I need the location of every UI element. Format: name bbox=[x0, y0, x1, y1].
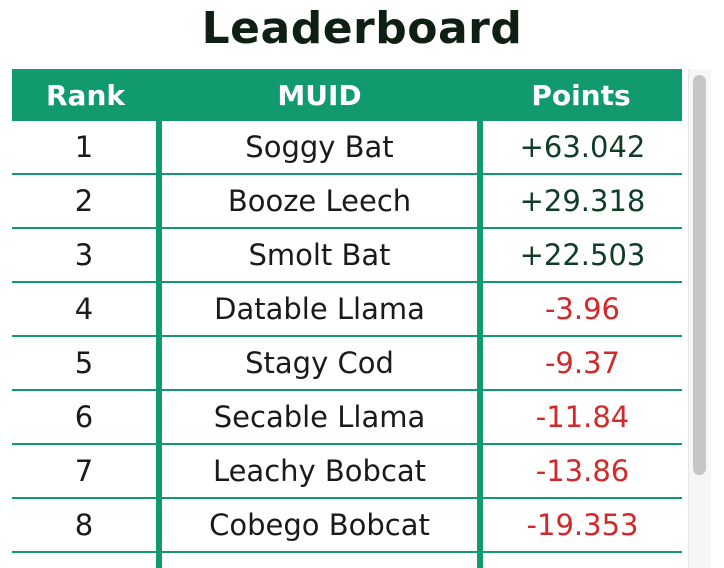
muid-cell: Smolt Bat bbox=[159, 228, 483, 283]
rank-cell: 4 bbox=[12, 282, 162, 337]
rank-cell: 3 bbox=[12, 228, 162, 283]
column-header-muid: MUID bbox=[159, 69, 480, 121]
muid-cell: Leachy Bobcat bbox=[159, 444, 483, 499]
muid-cell: Secable Llama bbox=[159, 390, 483, 445]
table-row: 6 Secable Llama -11.84 bbox=[12, 390, 682, 445]
table-row-partial bbox=[12, 552, 682, 568]
rank-cell: 1 bbox=[12, 121, 162, 175]
table-row: 2 Booze Leech +29.318 bbox=[12, 174, 682, 229]
rank-cell: 6 bbox=[12, 390, 162, 445]
muid-cell: Soggy Bat bbox=[159, 121, 483, 175]
muid-cell: Booze Leech bbox=[159, 174, 483, 229]
points-cell: -11.84 bbox=[480, 390, 682, 445]
points-cell: +63.042 bbox=[480, 121, 682, 175]
muid-cell: Datable Llama bbox=[159, 282, 483, 337]
points-cell bbox=[480, 552, 682, 568]
table-row: 4 Datable Llama -3.96 bbox=[12, 282, 682, 337]
muid-cell: Cobego Bobcat bbox=[159, 498, 483, 553]
scrollbar-thumb[interactable] bbox=[693, 75, 706, 475]
table-row: 5 Stagy Cod -9.37 bbox=[12, 336, 682, 391]
column-header-rank: Rank bbox=[12, 69, 159, 121]
rank-cell: 8 bbox=[12, 498, 162, 553]
rank-cell: 7 bbox=[12, 444, 162, 499]
points-cell: -3.96 bbox=[480, 282, 682, 337]
table-row: 1 Soggy Bat +63.042 bbox=[12, 121, 682, 175]
points-cell: +29.318 bbox=[480, 174, 682, 229]
table-body: 1 Soggy Bat +63.042 2 Booze Leech +29.318 3 Smo… bbox=[12, 121, 682, 568]
leaderboard-table-container[interactable]: Rank MUID Points 1 Soggy Bat +63.042 2 Booze… bbox=[12, 69, 682, 568]
points-cell: -19.353 bbox=[480, 498, 682, 553]
table-row: 3 Smolt Bat +22.503 bbox=[12, 228, 682, 283]
leaderboard-table: Rank MUID Points 1 Soggy Bat +63.042 2 Booze… bbox=[12, 69, 682, 568]
rank-cell: 5 bbox=[12, 336, 162, 391]
column-header-points: Points bbox=[480, 69, 682, 121]
points-cell: -9.37 bbox=[480, 336, 682, 391]
table-header-row: Rank MUID Points bbox=[12, 69, 682, 121]
table-row: 8 Cobego Bobcat -19.353 bbox=[12, 498, 682, 553]
rank-cell: 2 bbox=[12, 174, 162, 229]
muid-cell: Stagy Cod bbox=[159, 336, 483, 391]
table-row: 7 Leachy Bobcat -13.86 bbox=[12, 444, 682, 499]
vertical-scrollbar[interactable] bbox=[688, 69, 711, 568]
page-title: Leaderboard bbox=[201, 3, 523, 54]
points-cell: -13.86 bbox=[480, 444, 682, 499]
muid-cell bbox=[159, 552, 483, 568]
points-cell: +22.503 bbox=[480, 228, 682, 283]
rank-cell bbox=[12, 552, 162, 568]
